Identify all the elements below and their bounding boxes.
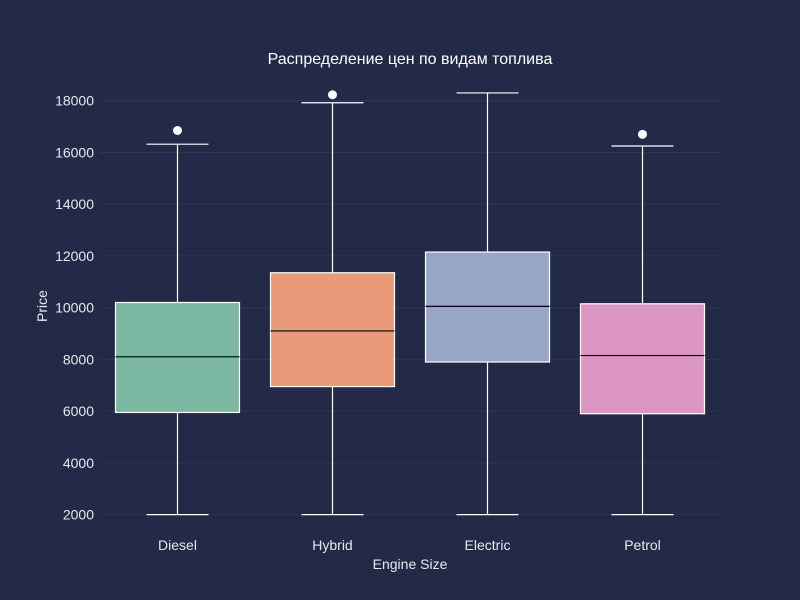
y-axis-label: Price <box>34 290 50 322</box>
box-group-hybrid <box>269 90 396 516</box>
y-tick-label-10000: 10000 <box>55 300 94 316</box>
y-tick-label-2000: 2000 <box>63 507 94 523</box>
x-axis-label: Engine Size <box>373 556 448 572</box>
chart-title: Распределение цен по видам топлива <box>268 51 553 68</box>
x-axis: Diesel Hybrid Electric Petrol <box>158 537 661 553</box>
box-petrol <box>579 303 706 415</box>
y-tick-label-16000: 16000 <box>55 144 94 160</box>
y-tick-label-14000: 14000 <box>55 196 94 212</box>
box-group-electric <box>424 92 551 516</box>
y-tick-label-4000: 4000 <box>63 455 94 471</box>
outlier-point-petrol-0 <box>638 129 647 139</box>
y-tick-label-12000: 12000 <box>55 248 94 264</box>
x-tick-label-hybrid: Hybrid <box>312 537 352 553</box>
y-tick-label-6000: 6000 <box>63 403 94 419</box>
y-axis: 2000 4000 6000 8000 10000 12000 14000 16000 1800… <box>55 93 94 523</box>
y-tick-label-18000: 18000 <box>55 93 94 109</box>
box-electric <box>424 251 551 363</box>
x-tick-label-diesel: Diesel <box>158 537 197 553</box>
box-hybrid <box>269 272 396 388</box>
outlier-point-hybrid-0 <box>328 90 337 100</box>
box-group-petrol <box>579 129 706 516</box>
outlier-point-diesel-0 <box>173 125 182 135</box>
x-tick-label-petrol: Petrol <box>624 537 661 553</box>
box-diesel <box>114 301 241 414</box>
boxes-layer <box>114 90 706 516</box>
box-group-diesel <box>114 125 241 516</box>
y-tick-label-8000: 8000 <box>63 351 94 367</box>
x-tick-label-electric: Electric <box>465 537 511 553</box>
